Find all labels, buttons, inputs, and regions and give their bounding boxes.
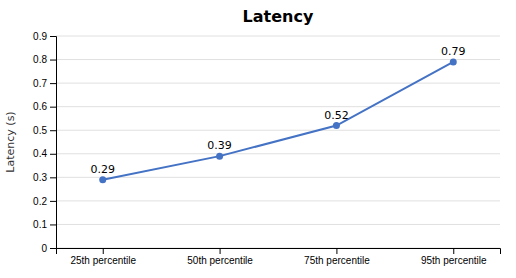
plot: 0 0.1 0.2 0.3 0.4 0.5 0.6 0.7 0.8 0.9 25th percent… [33, 31, 500, 266]
y-tick-mark [50, 60, 56, 61]
point [99, 176, 106, 183]
y-tick-label: 0.7 [33, 78, 47, 89]
x-tick-mark [453, 248, 454, 254]
x-axis: 25th percentile 50th percentile 75th perce… [57, 248, 501, 266]
grid-line [56, 59, 500, 60]
grid-line [56, 36, 500, 37]
y-tick-label: 0.4 [33, 148, 47, 159]
chart: 0 0.1 0.2 0.3 0.4 0.5 0.6 0.7 0.8 0.9 25th percent… [0, 0, 516, 278]
y-tick-label: 0.2 [33, 196, 47, 207]
y-tick-mark [50, 248, 56, 249]
grid-line [56, 106, 500, 107]
y-tick: 0.7 [33, 78, 56, 89]
y-tick: 0.2 [33, 196, 56, 207]
data-label: 0.79 [441, 45, 466, 58]
y-axis-line [50, 37, 57, 249]
x-tick-label: 25th percentile [70, 255, 136, 266]
y-tick-mark [50, 154, 56, 155]
y-tick-label: 0.5 [33, 125, 47, 136]
y-tick-label: 0.1 [33, 219, 47, 230]
y-tick-label: 0.8 [33, 54, 47, 65]
y-axis: 0 0.1 0.2 0.3 0.4 0.5 0.6 0.7 0.8 0.9 [33, 31, 56, 254]
data-labels: 0.29 0.39 0.52 0.79 [90, 45, 465, 176]
y-tick-label: 0.6 [33, 101, 47, 112]
y-tick-mark [50, 224, 56, 225]
x-tick: 25th percentile [70, 248, 136, 266]
y-tick: 0.3 [33, 172, 56, 183]
x-tick-mark [336, 248, 337, 254]
x-tick: 50th percentile [187, 248, 253, 266]
data-label: 0.39 [207, 139, 232, 152]
y-tick: 0 [41, 243, 56, 254]
y-tick-mark [50, 36, 56, 37]
x-tick-mark [103, 248, 104, 254]
y-tick-mark [50, 201, 56, 202]
y-tick-mark [50, 177, 56, 178]
grid-line [56, 200, 500, 201]
grid-line [56, 153, 500, 154]
x-tick: 95th percentile [421, 248, 487, 266]
data-label: 0.29 [90, 163, 115, 176]
grid-line [56, 177, 500, 178]
x-tick-label: 75th percentile [304, 255, 370, 266]
line [103, 62, 454, 180]
data-label: 0.52 [324, 109, 349, 122]
point [450, 58, 457, 65]
grid-line [56, 83, 500, 84]
grid-line [56, 224, 500, 225]
y-axis-title: Latency (s) [4, 111, 17, 172]
x-tick-label: 95th percentile [421, 255, 487, 266]
y-tick: 0.8 [33, 54, 56, 65]
y-tick: 0.6 [33, 101, 56, 112]
y-tick: 0.1 [33, 219, 56, 230]
point [216, 153, 223, 160]
y-tick-mark [50, 130, 56, 131]
y-tick: 0.4 [33, 148, 56, 159]
x-tick: 75th percentile [304, 248, 370, 266]
y-tick-label: 0.9 [33, 31, 47, 42]
marks [99, 58, 457, 183]
y-tick-label: 0 [41, 243, 47, 254]
x-tick-label: 50th percentile [187, 255, 253, 266]
y-tick: 0.9 [33, 31, 56, 42]
y-tick-label: 0.3 [33, 172, 47, 183]
x-axis-line [57, 249, 501, 255]
grid-line [56, 130, 500, 131]
grid [56, 36, 500, 248]
y-tick-mark [50, 83, 56, 84]
y-tick-mark [50, 107, 56, 108]
point [333, 122, 340, 129]
y-tick: 0.5 [33, 125, 56, 136]
x-tick-mark [220, 248, 221, 254]
title: Latency [243, 7, 314, 26]
